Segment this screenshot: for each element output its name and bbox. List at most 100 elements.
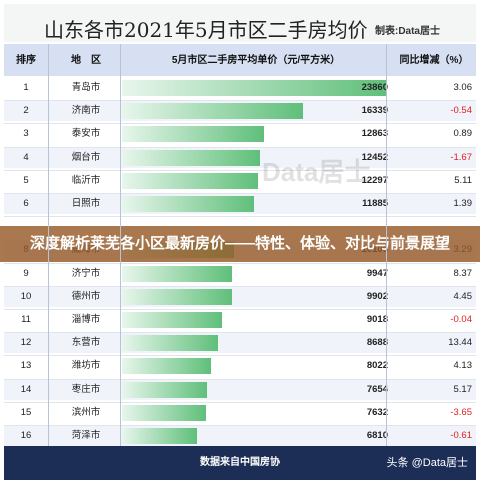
- price-bar: [122, 335, 219, 352]
- row-divider: [4, 401, 476, 403]
- header-change: 同比增减（%）: [399, 54, 469, 66]
- city-cell: 滨州市: [71, 406, 101, 418]
- price-bar: [122, 265, 233, 282]
- rank-cell: 10: [20, 290, 32, 302]
- row-divider: [4, 425, 476, 426]
- price-bar: [122, 149, 260, 166]
- city-cell: 临沂市: [71, 174, 101, 186]
- row-divider: [4, 378, 476, 380]
- row-divider: [4, 332, 476, 334]
- price-label: 23860: [361, 82, 388, 93]
- price-label: 9947: [366, 267, 388, 279]
- table-row: 9 济宁市 9947 8.37: [4, 264, 476, 284]
- table-header: 排序 地 区 5月市区二手房平均单价（元/平方米） 同比增减（%）: [4, 44, 476, 76]
- change-cell: -3.65: [450, 406, 472, 418]
- column-divider: [386, 44, 387, 446]
- price-bar: [122, 381, 207, 398]
- change-cell: -1.67: [450, 151, 472, 163]
- watermark: Data居士: [262, 157, 371, 187]
- price-label: 9018: [366, 314, 388, 325]
- city-cell: 潍坊市: [71, 360, 101, 372]
- change-cell: 3.06: [453, 82, 473, 93]
- city-cell: 泰安市: [71, 128, 101, 140]
- table-row: 2 济南市 16339 -0.54: [4, 101, 476, 122]
- rank-cell: 1: [23, 82, 29, 93]
- table-row: 13 潍坊市 8022 4.13: [4, 356, 476, 376]
- price-label: 8022: [366, 360, 388, 372]
- header-rank: 排序: [16, 54, 36, 66]
- price-label: 16339: [361, 105, 388, 117]
- change-cell: -0.04: [450, 314, 472, 325]
- table-row: 1 青岛市 23860 3.06: [4, 78, 476, 98]
- rank-cell: 13: [20, 360, 32, 372]
- change-cell: -0.54: [450, 105, 472, 117]
- price-label: 7654: [366, 383, 388, 395]
- table-row: 11 淄博市 9018 -0.04: [4, 310, 476, 330]
- rank-cell: 4: [23, 151, 29, 163]
- price-bar: [122, 80, 386, 96]
- change-cell: 0.89: [453, 128, 473, 140]
- price-label: 12297: [361, 174, 388, 186]
- table-row: 16 菏泽市 6810 -0.61: [4, 426, 476, 446]
- brand-credit: 头条 @Data居士: [386, 457, 468, 469]
- header-city: 地 区: [71, 54, 101, 66]
- rank-cell: 14: [20, 383, 32, 395]
- price-bar: [122, 126, 265, 143]
- footer: 数据来自中国房协 头条 @Data居士: [4, 446, 476, 480]
- price-bar: [122, 428, 198, 444]
- row-divider: [4, 193, 476, 194]
- price-bar: [122, 312, 222, 328]
- change-cell: 13.44: [448, 337, 472, 349]
- price-label: 8688: [366, 337, 388, 349]
- table-row: 10 德州市 9902 4.45: [4, 286, 476, 307]
- price-bar: [122, 196, 254, 212]
- city-cell: 东营市: [71, 337, 101, 349]
- rank-cell: 16: [20, 430, 32, 441]
- city-cell: 枣庄市: [71, 383, 101, 395]
- row-divider: [4, 169, 476, 171]
- city-cell: 青岛市: [71, 82, 101, 93]
- table-row: 3 泰安市 12863 0.89: [4, 124, 476, 144]
- rank-cell: 2: [23, 105, 29, 117]
- price-bar: [122, 288, 232, 305]
- table-row: 5 临沂市 12297 5.11: [4, 171, 476, 191]
- data-source: 数据来自中国房协: [200, 457, 280, 468]
- row-divider: [4, 309, 476, 310]
- change-cell: 8.37: [453, 267, 473, 279]
- change-cell: 1.39: [453, 198, 473, 209]
- row-divider: [4, 285, 476, 287]
- price-bar: [122, 172, 259, 189]
- table-row: 15 滨州市 7632 -3.65: [4, 403, 476, 423]
- city-cell: 淄博市: [71, 314, 101, 325]
- price-label: 12452: [361, 151, 388, 163]
- rank-cell: 12: [20, 337, 32, 349]
- price-label: 7632: [366, 406, 388, 418]
- overlay-banner: 深度解析莱芜各小区最新房价——特性、体验、对比与前景展望: [0, 226, 480, 262]
- rank-cell: 9: [23, 267, 29, 279]
- row-divider: [4, 355, 476, 357]
- chart-title: 山东各市2021年5月市区二手房均价: [44, 18, 368, 42]
- price-label: 6810: [366, 430, 388, 441]
- table-row: 4 烟台市 12452 -1.67: [4, 147, 476, 168]
- row-divider: [4, 146, 476, 148]
- change-cell: 4.45: [453, 290, 473, 302]
- rank-cell: 15: [20, 406, 32, 418]
- column-divider: [120, 44, 121, 446]
- change-cell: -0.61: [450, 430, 472, 441]
- price-label: 9902: [366, 290, 388, 302]
- price-label: 12863: [361, 128, 388, 140]
- price-bar: [122, 103, 303, 120]
- table-row: 14 枣庄市 7654 5.17: [4, 379, 476, 400]
- change-cell: 4.13: [453, 360, 473, 372]
- title-bar: 山东各市2021年5月市区二手房均价 制表:Data居士: [4, 4, 476, 42]
- city-cell: 济南市: [71, 105, 101, 117]
- city-cell: 菏泽市: [71, 430, 101, 441]
- change-cell: 5.11: [454, 174, 472, 186]
- table-row: 12 东营市 8688 13.44: [4, 333, 476, 354]
- change-cell: 5.17: [453, 383, 473, 395]
- city-cell: 济宁市: [71, 267, 101, 279]
- row-divider: [4, 123, 476, 125]
- rank-cell: 3: [23, 128, 29, 140]
- city-cell: 德州市: [71, 290, 101, 302]
- table-row: 6 日照市 11885 1.39: [4, 194, 476, 214]
